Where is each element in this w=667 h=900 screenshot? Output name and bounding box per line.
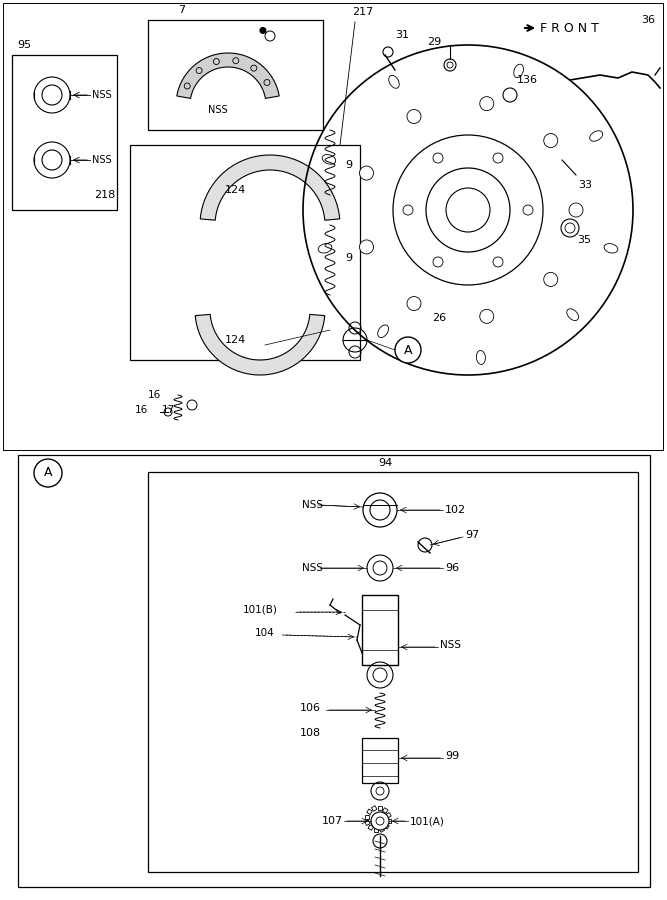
- Text: 9: 9: [345, 253, 352, 263]
- Text: A: A: [404, 344, 412, 356]
- Text: 16: 16: [135, 405, 148, 415]
- Text: NSS: NSS: [208, 105, 228, 115]
- Text: 101(B): 101(B): [243, 605, 278, 615]
- Bar: [372, 806, 377, 811]
- Circle shape: [493, 153, 503, 163]
- Bar: [367, 809, 372, 814]
- Ellipse shape: [514, 64, 524, 77]
- Text: 9: 9: [345, 160, 352, 170]
- Circle shape: [480, 96, 494, 111]
- Text: A: A: [44, 466, 52, 480]
- Bar: [382, 807, 388, 814]
- Ellipse shape: [389, 76, 400, 88]
- Text: 124: 124: [224, 335, 245, 345]
- Bar: [362, 738, 398, 783]
- Polygon shape: [195, 314, 325, 375]
- Bar: [387, 819, 391, 823]
- Circle shape: [403, 205, 413, 215]
- Circle shape: [493, 257, 503, 267]
- Ellipse shape: [322, 155, 336, 164]
- Text: 35: 35: [577, 235, 591, 245]
- Circle shape: [433, 153, 443, 163]
- Text: 96: 96: [445, 563, 459, 573]
- Polygon shape: [177, 53, 279, 98]
- Text: 108: 108: [300, 728, 321, 738]
- Circle shape: [360, 240, 374, 254]
- Circle shape: [395, 337, 421, 363]
- Text: 218: 218: [94, 190, 115, 200]
- Text: F R O N T: F R O N T: [540, 22, 599, 34]
- Text: 101(A): 101(A): [410, 816, 445, 826]
- Text: 26: 26: [432, 313, 446, 323]
- Text: 97: 97: [465, 530, 480, 540]
- Bar: [384, 824, 390, 829]
- Bar: [362, 595, 398, 665]
- Bar: [374, 828, 378, 832]
- Bar: [12, 55, 117, 210]
- Text: 94: 94: [378, 458, 392, 468]
- Circle shape: [544, 273, 558, 286]
- Text: 99: 99: [445, 751, 460, 761]
- Text: 7: 7: [178, 5, 185, 15]
- Bar: [365, 815, 369, 819]
- Bar: [365, 820, 370, 825]
- Text: 16: 16: [148, 390, 161, 400]
- Circle shape: [480, 310, 494, 323]
- Text: 102: 102: [445, 505, 466, 515]
- Ellipse shape: [378, 325, 389, 338]
- Text: 29: 29: [427, 37, 442, 47]
- Text: 31: 31: [395, 30, 409, 40]
- Text: NSS: NSS: [302, 563, 323, 573]
- Circle shape: [407, 296, 421, 310]
- Text: 36: 36: [641, 15, 655, 25]
- Bar: [379, 827, 384, 832]
- Circle shape: [371, 812, 389, 830]
- Circle shape: [407, 110, 421, 123]
- Circle shape: [433, 257, 443, 267]
- Text: 136: 136: [517, 75, 538, 85]
- Text: 217: 217: [352, 7, 374, 17]
- Bar: [130, 145, 360, 360]
- Bar: [148, 472, 638, 872]
- Text: 95: 95: [17, 40, 31, 50]
- Bar: [368, 824, 374, 831]
- Ellipse shape: [604, 244, 618, 253]
- Circle shape: [34, 459, 62, 487]
- Circle shape: [360, 166, 374, 180]
- Bar: [386, 813, 392, 818]
- Text: ⬤: ⬤: [259, 26, 267, 33]
- Text: NSS: NSS: [92, 90, 111, 100]
- Circle shape: [523, 205, 533, 215]
- Bar: [3, 3, 663, 450]
- Text: NSS: NSS: [440, 640, 461, 650]
- Ellipse shape: [567, 309, 578, 320]
- Bar: [378, 806, 382, 810]
- Ellipse shape: [590, 130, 603, 141]
- Text: 107: 107: [322, 816, 343, 826]
- Text: NSS: NSS: [92, 155, 111, 165]
- Text: 33: 33: [578, 180, 592, 190]
- Text: NSS: NSS: [302, 500, 323, 510]
- Bar: [18, 455, 650, 887]
- Polygon shape: [200, 155, 340, 220]
- Text: 106: 106: [300, 703, 321, 713]
- Ellipse shape: [318, 244, 332, 253]
- Ellipse shape: [476, 350, 486, 365]
- Text: 104: 104: [255, 628, 275, 638]
- Circle shape: [544, 133, 558, 148]
- Text: 17: 17: [162, 405, 175, 415]
- Text: 124: 124: [224, 185, 245, 195]
- Bar: [148, 20, 323, 130]
- Circle shape: [569, 203, 583, 217]
